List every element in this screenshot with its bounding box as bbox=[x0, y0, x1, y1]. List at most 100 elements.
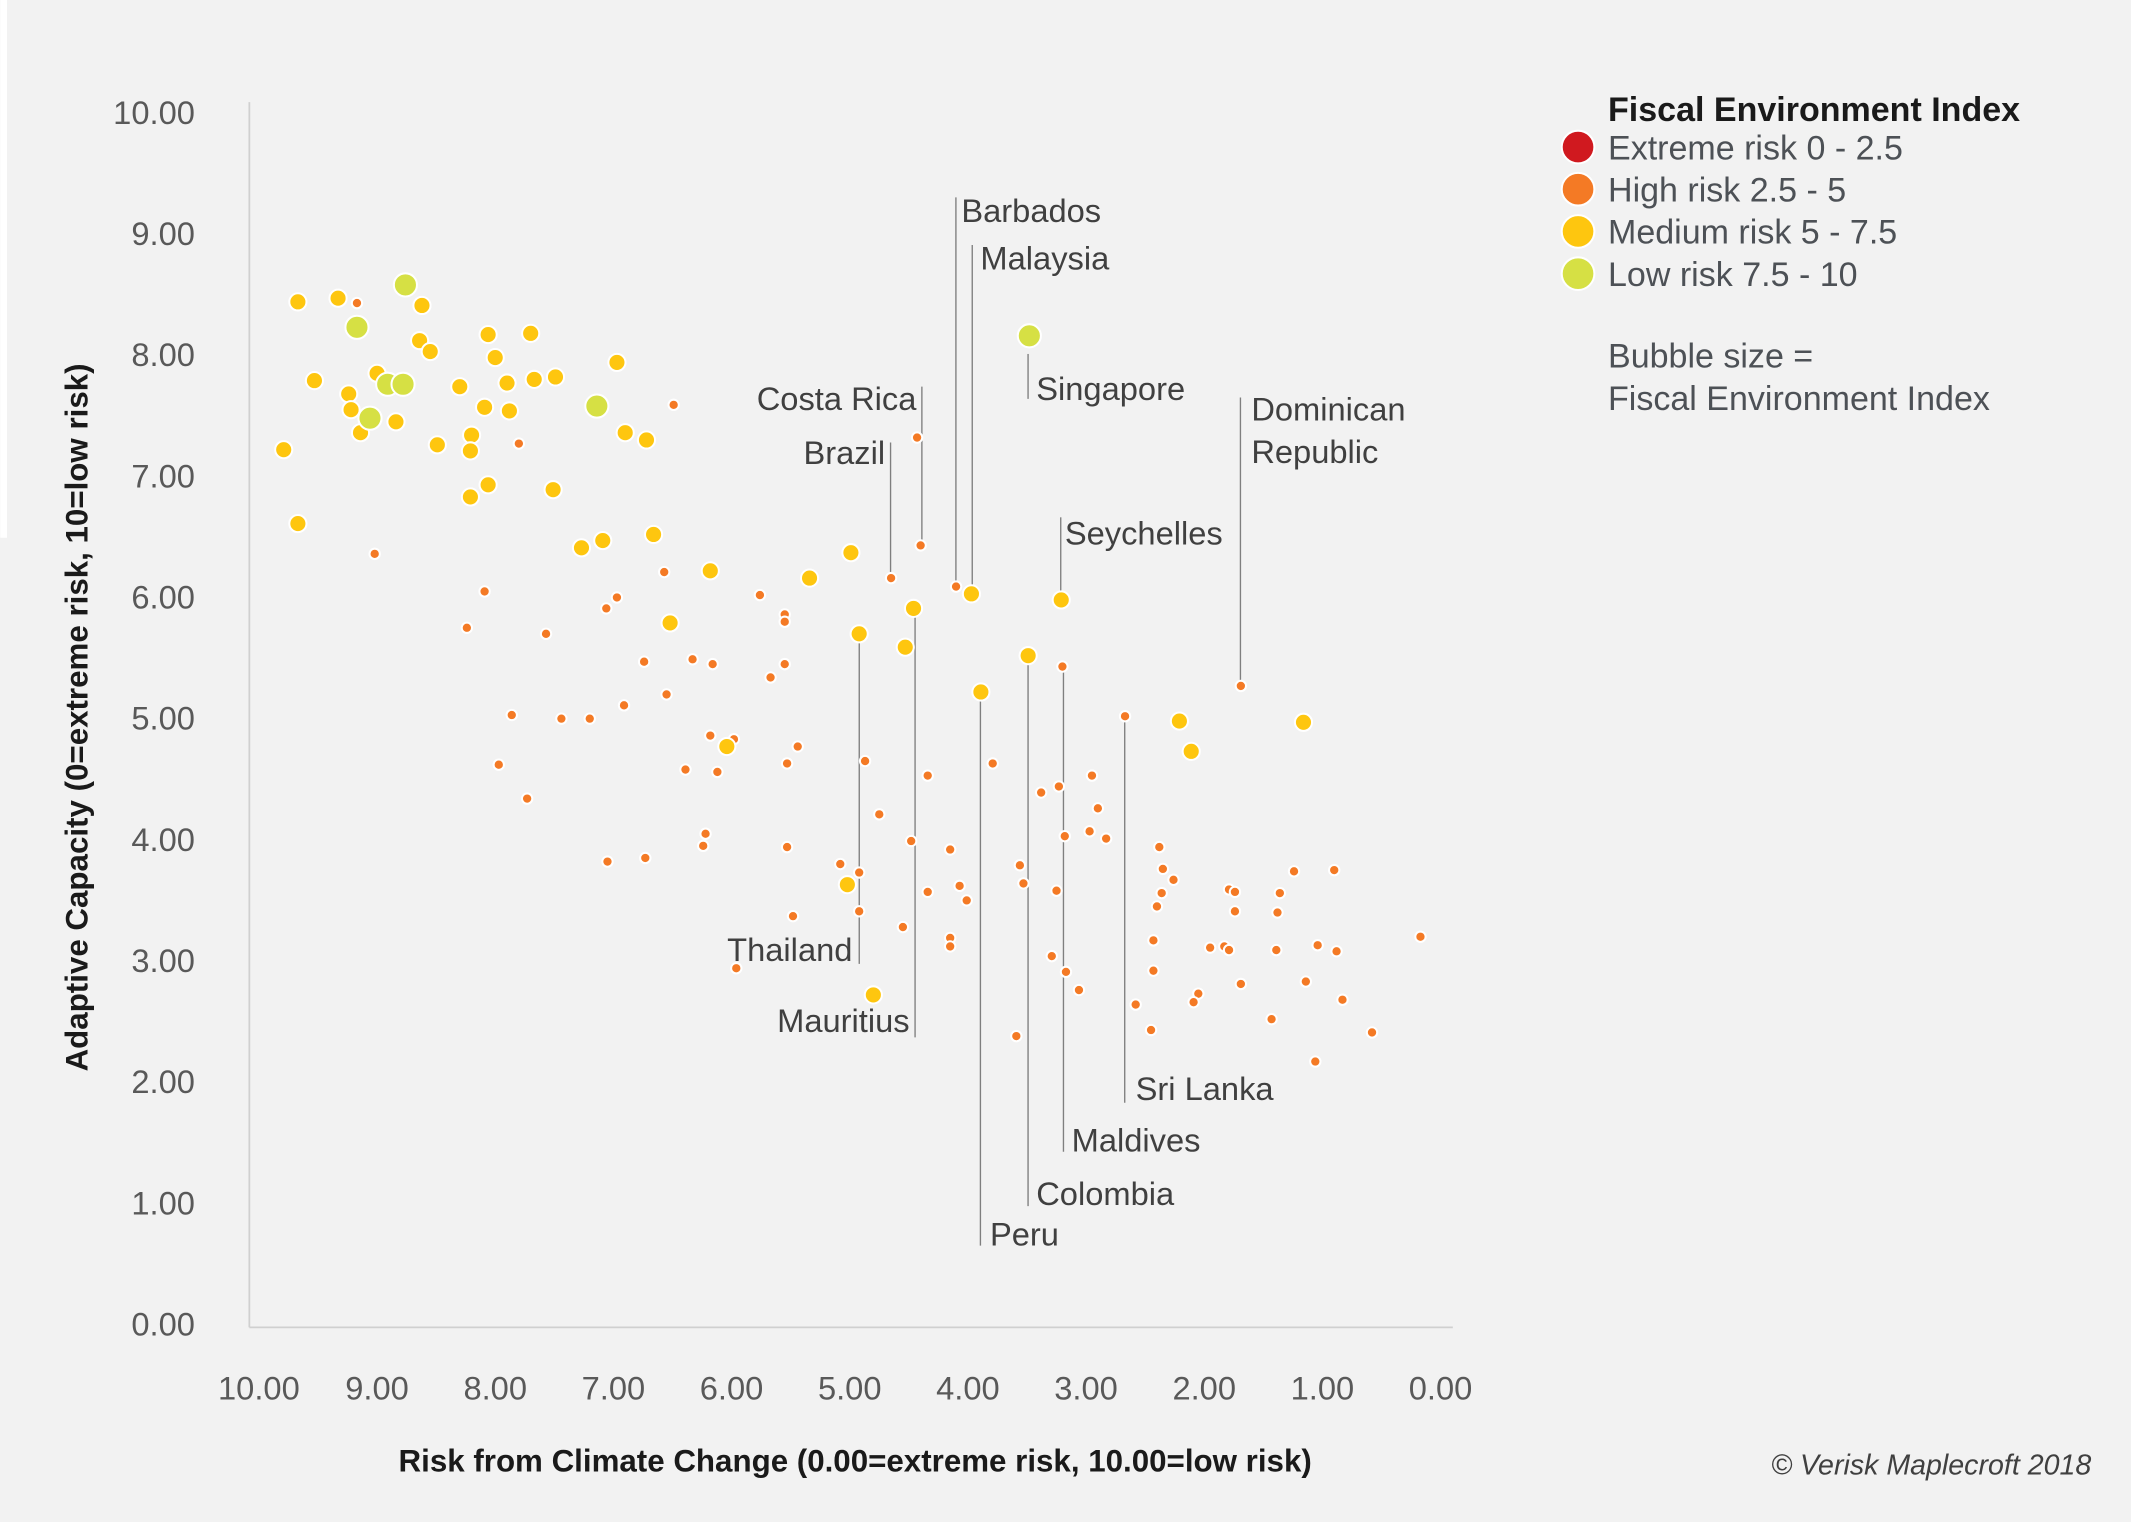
data-point-high bbox=[1311, 939, 1324, 952]
data-point-high bbox=[858, 754, 872, 768]
y-tick-label: 8.00 bbox=[131, 336, 195, 373]
data-point-high bbox=[505, 708, 518, 722]
data-point-high bbox=[686, 653, 699, 666]
data-point-high bbox=[1167, 873, 1180, 886]
y-tick-label: 9.00 bbox=[131, 215, 195, 252]
data-point-high bbox=[943, 843, 957, 856]
data-point-high bbox=[1265, 1012, 1278, 1026]
y-tick-label: 4.00 bbox=[131, 821, 195, 858]
x-tick-label: 0.00 bbox=[1409, 1369, 1473, 1406]
annotation-label: Maldives bbox=[1072, 1122, 1201, 1159]
data-point-medium bbox=[545, 367, 566, 387]
data-point-medium bbox=[474, 397, 495, 417]
annotation-label: Sri Lanka bbox=[1136, 1070, 1275, 1107]
data-point-high bbox=[704, 729, 717, 742]
data-point-medium bbox=[521, 323, 541, 343]
data-point-high bbox=[1045, 949, 1058, 963]
x-tick-label: 4.00 bbox=[936, 1369, 1000, 1406]
data-point-medium bbox=[450, 377, 470, 397]
data-point-high bbox=[873, 808, 886, 821]
data-point-medium bbox=[903, 598, 924, 618]
data-point-high bbox=[1156, 862, 1170, 876]
data-point-medium bbox=[961, 584, 982, 604]
data-point-high bbox=[960, 894, 973, 907]
y-tick-label: 2.00 bbox=[131, 1063, 195, 1100]
legend-marker-high bbox=[1560, 171, 1596, 207]
data-point-high bbox=[1330, 945, 1343, 958]
data-point-medium bbox=[304, 371, 325, 391]
data-point-high bbox=[791, 740, 804, 753]
data-point-high bbox=[460, 621, 474, 634]
data-point-medium bbox=[571, 538, 592, 558]
data-point-medium bbox=[700, 561, 720, 581]
data-point-medium bbox=[460, 487, 481, 507]
data-point-high bbox=[780, 757, 794, 770]
data-point-high bbox=[1072, 983, 1086, 997]
data-point-medium bbox=[895, 637, 915, 657]
data-point-high bbox=[921, 885, 934, 899]
data-point-high bbox=[1234, 977, 1248, 991]
data-point-high bbox=[1099, 832, 1113, 845]
data-point-high bbox=[904, 834, 918, 848]
data-point-high bbox=[1414, 930, 1427, 943]
data-point-high bbox=[520, 792, 534, 805]
data-point-medium bbox=[799, 568, 820, 588]
legend-label-medium: Medium risk 5 - 7.5 bbox=[1608, 214, 1897, 252]
data-point-medium bbox=[341, 400, 361, 420]
x-tick-label: 10.00 bbox=[218, 1369, 300, 1406]
legend-label-low: Low risk 7.5 - 10 bbox=[1608, 256, 1858, 294]
data-point-medium bbox=[593, 530, 613, 551]
data-point-low bbox=[344, 314, 370, 340]
data-point-high bbox=[1271, 906, 1284, 919]
annotation-label: Dominican bbox=[1251, 391, 1405, 428]
legend-title: Fiscal Environment Index bbox=[1608, 91, 2020, 129]
data-point-medium bbox=[478, 324, 498, 345]
data-point-low bbox=[1016, 323, 1042, 349]
data-point-medium bbox=[485, 347, 505, 368]
data-point-high bbox=[1034, 786, 1048, 799]
data-point-medium bbox=[339, 384, 359, 404]
data-point-high bbox=[1118, 710, 1132, 723]
data-point-high bbox=[555, 712, 568, 725]
data-point-high bbox=[1150, 900, 1164, 913]
y-tick-label: 0.00 bbox=[131, 1305, 195, 1342]
data-point-high bbox=[610, 591, 624, 604]
data-point-medium bbox=[524, 369, 544, 389]
data-point-high bbox=[1273, 886, 1287, 900]
data-point-high bbox=[1228, 885, 1242, 899]
data-point-high bbox=[896, 920, 910, 934]
data-point-medium bbox=[478, 475, 498, 495]
data-point-high bbox=[697, 839, 710, 853]
data-point-high bbox=[1144, 1023, 1158, 1037]
data-point-high bbox=[778, 615, 791, 628]
x-tick-label: 3.00 bbox=[1054, 1369, 1118, 1406]
legend-marker-extreme bbox=[1560, 129, 1596, 165]
x-axis-title: Risk from Climate Change (0.00=extreme r… bbox=[399, 1444, 1312, 1479]
data-point-high bbox=[512, 437, 526, 450]
legend-note-line2: Fiscal Environment Index bbox=[1608, 380, 1990, 418]
annotation-label: Republic bbox=[1251, 433, 1378, 470]
data-point-high bbox=[679, 763, 692, 776]
x-tick-label: 9.00 bbox=[345, 1369, 409, 1406]
data-point-high bbox=[1155, 886, 1168, 900]
data-point-high bbox=[834, 857, 847, 871]
annotation-leader-lines bbox=[858, 197, 1242, 1246]
x-tick-label: 2.00 bbox=[1172, 1369, 1236, 1406]
y-tick-label: 3.00 bbox=[131, 942, 195, 979]
data-point-high bbox=[1052, 780, 1066, 793]
data-point-medium bbox=[386, 412, 406, 432]
left-margin bbox=[0, 0, 8, 538]
data-point-high bbox=[884, 571, 898, 585]
data-point-high bbox=[539, 627, 553, 641]
data-point-high bbox=[1013, 859, 1027, 872]
data-point-medium bbox=[460, 441, 481, 461]
data-point-high bbox=[1365, 1026, 1379, 1039]
data-point-medium bbox=[420, 341, 440, 362]
data-point-high bbox=[350, 296, 364, 310]
annotation-label: Costa Rica bbox=[757, 380, 918, 417]
data-point-high bbox=[786, 909, 800, 923]
data-point-high bbox=[1050, 884, 1063, 897]
data-point-high bbox=[943, 940, 957, 953]
data-point-high bbox=[1147, 934, 1160, 947]
data-point-high bbox=[1336, 993, 1349, 1006]
